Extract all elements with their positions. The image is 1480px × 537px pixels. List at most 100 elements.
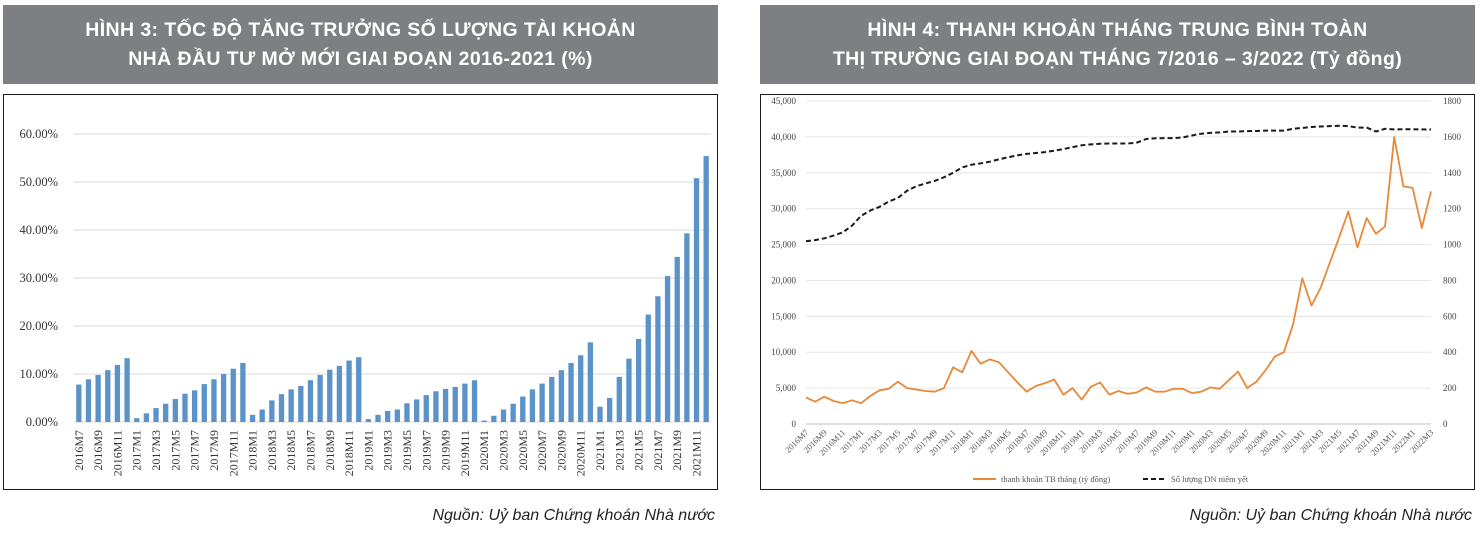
figure-3-source-note: Nguồn: Uỷ ban Chứng khoán Nhà nước xyxy=(432,507,715,524)
figure-4-title-line-1: HÌNH 4: THANH KHOẢN THÁNG TRUNG BÌNH TOÀ… xyxy=(867,18,1368,41)
figure-4-chart-frame: 0 5,000 10,000 15,000 20,000 25,000 30,000 35,0… xyxy=(760,94,1475,490)
bar xyxy=(471,380,478,422)
x-tick-label: 2018M9 xyxy=(323,430,337,471)
y-right-tick-label: 800 xyxy=(1443,275,1457,285)
figure-4-source-note: Nguồn: Uỷ ban Chứng khoán Nhà nước xyxy=(1189,507,1472,524)
y-right-axis-ticks: 0 200 400 600 800 1000 1200 1400 1600 1800 xyxy=(1443,96,1462,429)
x-tick-label: 2018M11 xyxy=(342,430,356,476)
bar xyxy=(220,374,227,422)
bar xyxy=(153,408,159,422)
bar xyxy=(114,364,121,422)
listed-companies-series-line xyxy=(805,124,1432,243)
bar xyxy=(278,394,285,422)
bar xyxy=(529,389,536,422)
bar xyxy=(674,256,680,422)
y-left-tick-label: 40,000 xyxy=(771,132,796,142)
liquidity-series-line xyxy=(805,136,1432,405)
bar xyxy=(607,398,613,422)
bar xyxy=(134,418,140,422)
bar xyxy=(394,409,400,422)
y-axis-ticks: 0.00% 10.00% 20.00% 30.00% 40.00% 50.00% 60.00… xyxy=(19,127,58,429)
x-tick-label: 2021M9 xyxy=(670,430,684,471)
legend: thanh khoản TB tháng (tỷ đồng) Số lượng D… xyxy=(973,474,1249,484)
x-tick-label: 2016M7 xyxy=(72,430,86,471)
y-gridlines xyxy=(74,133,711,423)
bar xyxy=(404,403,410,422)
bar xyxy=(240,362,246,422)
y-left-tick-label: 15,000 xyxy=(771,311,796,321)
bar xyxy=(327,369,333,422)
bar xyxy=(635,338,642,422)
bar xyxy=(230,368,236,422)
figure-3-title-banner: HÌNH 3: TỐC ĐỘ TĂNG TRƯỞNG SỐ LƯỢNG TÀI … xyxy=(3,5,718,84)
x-tick-label: 2016M9 xyxy=(91,430,105,471)
y-tick-label: 40.00% xyxy=(19,223,58,237)
x-tick-label: 2018M5 xyxy=(284,430,298,471)
figure-3-chart-frame: 0.00% 10.00% 20.00% 30.00% 40.00% 50.00% 60.00… xyxy=(3,94,718,490)
bar xyxy=(587,342,594,422)
y-left-tick-label: 30,000 xyxy=(771,204,796,214)
x-tick-label: 2019M5 xyxy=(400,430,414,471)
bar xyxy=(288,389,294,422)
x-tick-label: 2017M5 xyxy=(168,430,182,471)
bar xyxy=(462,383,468,422)
x-tick-label: 2016M11 xyxy=(110,430,124,476)
x-tick-label: 2019M9 xyxy=(439,430,453,471)
bar xyxy=(95,374,101,422)
bar xyxy=(201,384,207,422)
y-left-axis-ticks: 0 5,000 10,000 15,000 20,000 25,000 30,000 35,0… xyxy=(771,96,796,429)
bar xyxy=(259,409,265,422)
bar xyxy=(307,380,314,422)
y-right-tick-label: 1000 xyxy=(1443,240,1462,250)
y-tick-label: 0.00% xyxy=(26,415,58,429)
x-tick-label: 2018M1 xyxy=(246,430,260,471)
x-tick-label: 2020M11 xyxy=(574,430,588,476)
legend-label-liquidity: thanh khoản TB tháng (tỷ đồng) xyxy=(1001,474,1110,484)
x-tick-label: 2017M3 xyxy=(149,430,163,471)
bar xyxy=(423,395,429,422)
bar xyxy=(317,374,323,422)
bar xyxy=(105,370,111,422)
bar xyxy=(346,360,352,422)
x-tick-label: 2019M3 xyxy=(381,430,395,471)
x-tick-label: 2020M7 xyxy=(535,430,549,471)
y-right-tick-label: 400 xyxy=(1443,347,1457,357)
y-left-tick-label: 45,000 xyxy=(771,96,796,106)
x-tick-label: 2017M7 xyxy=(188,430,202,471)
y-tick-label: 60.00% xyxy=(19,127,58,141)
y-right-tick-label: 1400 xyxy=(1443,168,1462,178)
figure-4-line-chart: 0 5,000 10,000 15,000 20,000 25,000 30,000 35,0… xyxy=(771,96,1462,484)
bar xyxy=(163,403,169,422)
y-right-tick-label: 1200 xyxy=(1443,204,1462,214)
y-tick-label: 20.00% xyxy=(19,319,58,333)
x-tick-label: 2020M1 xyxy=(477,430,491,471)
bar xyxy=(413,399,420,422)
x-tick-label: 2019M1 xyxy=(361,430,375,471)
bar xyxy=(143,413,150,422)
y-gridlines xyxy=(806,100,1431,389)
x-tick-label: 2020M3 xyxy=(496,430,510,471)
y-tick-label: 10.00% xyxy=(19,367,58,381)
bar xyxy=(249,414,256,422)
bar xyxy=(481,420,487,422)
y-left-tick-label: 25,000 xyxy=(771,240,796,250)
bar xyxy=(684,233,690,422)
y-right-tick-label: 0 xyxy=(1443,419,1448,429)
bar xyxy=(578,355,584,422)
bar xyxy=(597,406,603,422)
x-tick-label: 2021M5 xyxy=(632,430,646,471)
bar xyxy=(491,415,497,422)
bar xyxy=(539,383,545,422)
bar xyxy=(645,314,651,422)
x-tick-label: 2018M7 xyxy=(303,430,317,471)
legend-label-listed-companies: Số lượng DN niêm yết xyxy=(1171,474,1249,484)
x-tick-label: 2020M9 xyxy=(554,430,568,471)
bar xyxy=(442,388,449,422)
x-tick-label: 2020M5 xyxy=(516,430,530,471)
x-axis-ticks: 2016M72016M92016M112017M12017M32017M5201… xyxy=(783,427,1435,457)
x-tick-label: 2018M3 xyxy=(265,430,279,471)
bar xyxy=(664,276,671,422)
y-right-tick-label: 600 xyxy=(1443,311,1457,321)
bar xyxy=(298,386,304,422)
